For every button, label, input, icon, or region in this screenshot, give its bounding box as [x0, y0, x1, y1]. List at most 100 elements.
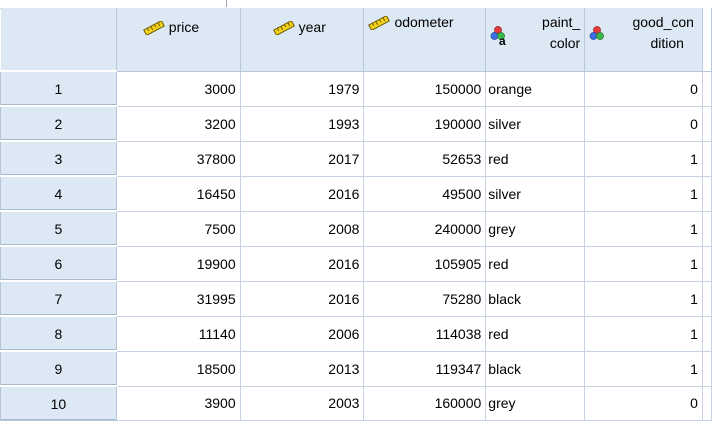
column-header-next[interactable]: [702, 8, 712, 72]
cell-year[interactable]: 2008: [240, 211, 365, 247]
cell-good-condition[interactable]: 0: [584, 106, 703, 142]
cell-odometer[interactable]: 105905: [363, 246, 487, 282]
cell-empty[interactable]: [702, 106, 712, 142]
cell-good-condition[interactable]: 1: [584, 211, 703, 247]
table-row: 4 16450 2016 49500 silver 1: [0, 175, 712, 212]
cell-price[interactable]: 7500: [116, 211, 241, 247]
cell-odometer[interactable]: 52653: [363, 141, 487, 177]
cell-empty[interactable]: [702, 351, 712, 387]
cell-empty[interactable]: [702, 141, 712, 177]
table-row: 7 31995 2016 75280 black 1: [0, 280, 712, 317]
column-label-good-condition-line1: good_con: [632, 14, 694, 30]
table-row: 6 19900 2016 105905 red 1: [0, 245, 712, 282]
cell-good-condition[interactable]: 0: [584, 386, 703, 421]
cell-good-condition[interactable]: 1: [584, 176, 703, 212]
column-header-good-condition[interactable]: good_con dition: [584, 8, 703, 72]
row-number[interactable]: 10: [0, 385, 117, 421]
row-number[interactable]: 5: [0, 210, 117, 247]
cell-year[interactable]: 2003: [240, 386, 365, 421]
cell-price[interactable]: 3200: [116, 106, 241, 142]
cell-good-condition[interactable]: 1: [584, 141, 703, 177]
cell-empty[interactable]: [702, 281, 712, 317]
cell-empty[interactable]: [702, 71, 712, 107]
cell-odometer[interactable]: 150000: [363, 71, 487, 107]
cell-paint-color[interactable]: grey: [485, 211, 586, 247]
cell-year[interactable]: 1993: [240, 106, 365, 142]
column-label-paint-color-line2: color: [549, 35, 581, 51]
cell-good-condition[interactable]: 1: [584, 351, 703, 387]
corner-cell[interactable]: [0, 8, 117, 72]
row-number[interactable]: 6: [0, 245, 117, 282]
cell-odometer[interactable]: 160000: [363, 386, 487, 421]
ruler-icon: [142, 21, 165, 35]
cell-paint-color[interactable]: silver: [485, 176, 586, 212]
column-header-year[interactable]: year: [240, 8, 365, 72]
cell-odometer[interactable]: 190000: [363, 106, 487, 142]
cell-odometer[interactable]: 119347: [363, 351, 487, 387]
cell-year[interactable]: 2013: [240, 351, 365, 387]
cell-price[interactable]: 16450: [116, 176, 241, 212]
cell-good-condition[interactable]: 1: [584, 246, 703, 282]
ruler-icon: [368, 16, 391, 30]
column-label-price: price: [168, 19, 200, 35]
column-header-odometer[interactable]: odometer: [363, 8, 487, 72]
column-label-odometer: odometer: [394, 14, 454, 30]
cell-odometer[interactable]: 240000: [363, 211, 487, 247]
cell-year[interactable]: 2016: [240, 176, 365, 212]
cell-good-condition[interactable]: 0: [584, 71, 703, 107]
cell-empty[interactable]: [702, 386, 712, 421]
cell-price[interactable]: 3000: [116, 71, 241, 107]
cell-empty[interactable]: [702, 211, 712, 247]
cell-paint-color[interactable]: grey: [485, 386, 586, 421]
cell-price[interactable]: 11140: [116, 316, 241, 352]
cell-odometer[interactable]: 75280: [363, 281, 487, 317]
cell-paint-color[interactable]: orange: [485, 71, 586, 107]
column-label-year: year: [298, 19, 326, 35]
column-header-paint-color[interactable]: a paint_ color: [485, 8, 586, 72]
row-number[interactable]: 7: [0, 280, 117, 317]
column-label-paint-color-line1: paint_: [542, 14, 581, 30]
table-row: 1 3000 1979 150000 orange 0: [0, 70, 712, 107]
table-row: 8 11140 2006 114038 red 1: [0, 315, 712, 352]
cell-empty[interactable]: [702, 246, 712, 282]
row-number[interactable]: 2: [0, 105, 117, 142]
row-number[interactable]: 8: [0, 315, 117, 352]
table-row: 3 37800 2017 52653 red 1: [0, 140, 712, 177]
cell-paint-color[interactable]: black: [485, 281, 586, 317]
nominal-string-icon: a: [490, 25, 510, 47]
svg-text:a: a: [499, 34, 506, 47]
cell-paint-color[interactable]: red: [485, 316, 586, 352]
column-label-good-condition-line2: dition: [650, 35, 684, 51]
cell-year[interactable]: 2016: [240, 281, 365, 317]
cell-odometer[interactable]: 49500: [363, 176, 487, 212]
cell-price[interactable]: 37800: [116, 141, 241, 177]
cell-price[interactable]: 19900: [116, 246, 241, 282]
cell-price[interactable]: 18500: [116, 351, 241, 387]
header-row: price: [0, 8, 712, 72]
cell-paint-color[interactable]: silver: [485, 106, 586, 142]
cell-paint-color[interactable]: black: [485, 351, 586, 387]
data-table: price: [0, 8, 712, 421]
cell-year[interactable]: 1979: [240, 71, 365, 107]
cell-year[interactable]: 2006: [240, 316, 365, 352]
row-number[interactable]: 4: [0, 175, 117, 212]
cell-price[interactable]: 31995: [116, 281, 241, 317]
row-number[interactable]: 9: [0, 350, 117, 387]
cell-price[interactable]: 3900: [116, 386, 241, 421]
cell-year[interactable]: 2016: [240, 246, 365, 282]
cell-empty[interactable]: [702, 316, 712, 352]
cell-good-condition[interactable]: 1: [584, 316, 703, 352]
cell-paint-color[interactable]: red: [485, 246, 586, 282]
column-header-price[interactable]: price: [116, 8, 241, 72]
cell-paint-color[interactable]: red: [485, 141, 586, 177]
cell-good-condition[interactable]: 1: [584, 281, 703, 317]
table-row: 2 3200 1993 190000 silver 0: [0, 105, 712, 142]
cell-odometer[interactable]: 114038: [363, 316, 487, 352]
cell-empty[interactable]: [702, 176, 712, 212]
row-number[interactable]: 1: [0, 70, 117, 107]
row-number[interactable]: 3: [0, 140, 117, 177]
ruler-icon: [272, 21, 295, 35]
cell-year[interactable]: 2017: [240, 141, 365, 177]
table-row: 9 18500 2013 119347 black 1: [0, 350, 712, 387]
